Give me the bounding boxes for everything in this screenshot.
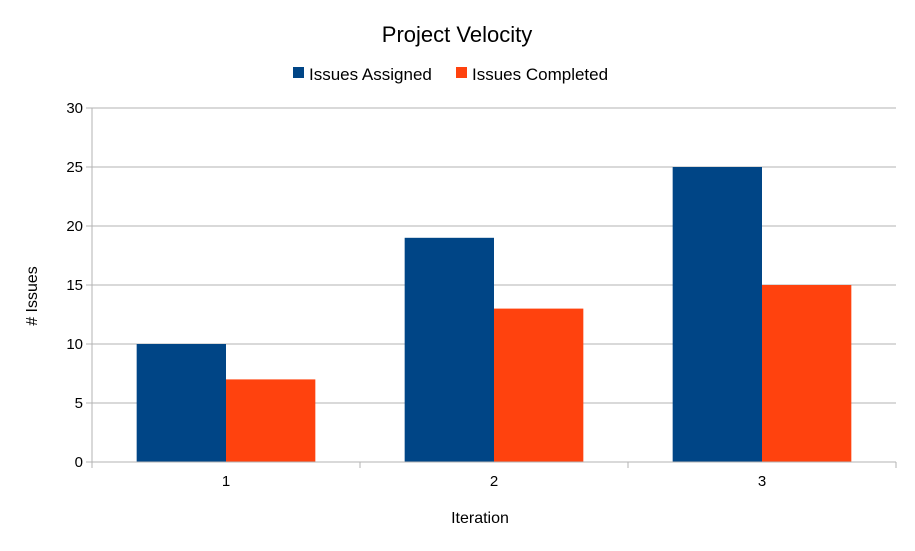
axes <box>86 107 897 468</box>
bar-issues-assigned-iteration-2 <box>404 237 494 462</box>
legend-label-issues-completed: Issues Completed <box>472 65 608 84</box>
legend: Issues Assigned Issues Completed <box>293 65 608 84</box>
y-tick-label-20: 20 <box>66 218 83 235</box>
bar-issues-completed-iteration-2 <box>494 308 584 462</box>
x-tick-label-3: 3 <box>758 473 766 490</box>
y-tick-label-30: 30 <box>66 100 83 117</box>
y-tick-label-5: 5 <box>75 395 83 412</box>
y-tick-label-25: 25 <box>66 159 83 176</box>
tick-labels: 0 5 10 15 20 25 30 1 2 3 <box>66 100 766 490</box>
bar-issues-completed-iteration-1 <box>226 379 316 462</box>
legend-swatch-issues-assigned <box>293 67 304 78</box>
bar-issues-completed-iteration-3 <box>762 285 852 462</box>
y-tick-label-15: 15 <box>66 277 83 294</box>
y-tick-label-10: 10 <box>66 336 83 353</box>
chart-title: Project Velocity <box>382 22 532 47</box>
y-tick-label-0: 0 <box>75 454 83 471</box>
bar-issues-assigned-iteration-3 <box>672 167 762 462</box>
legend-swatch-issues-completed <box>456 67 467 78</box>
bars <box>136 167 852 462</box>
x-tick-label-2: 2 <box>490 473 498 490</box>
legend-label-issues-assigned: Issues Assigned <box>309 65 432 84</box>
y-axis-title: # Issues <box>24 266 41 326</box>
x-tick-label-1: 1 <box>222 473 230 490</box>
x-axis-title: Iteration <box>451 510 509 527</box>
bar-issues-assigned-iteration-1 <box>136 344 226 462</box>
